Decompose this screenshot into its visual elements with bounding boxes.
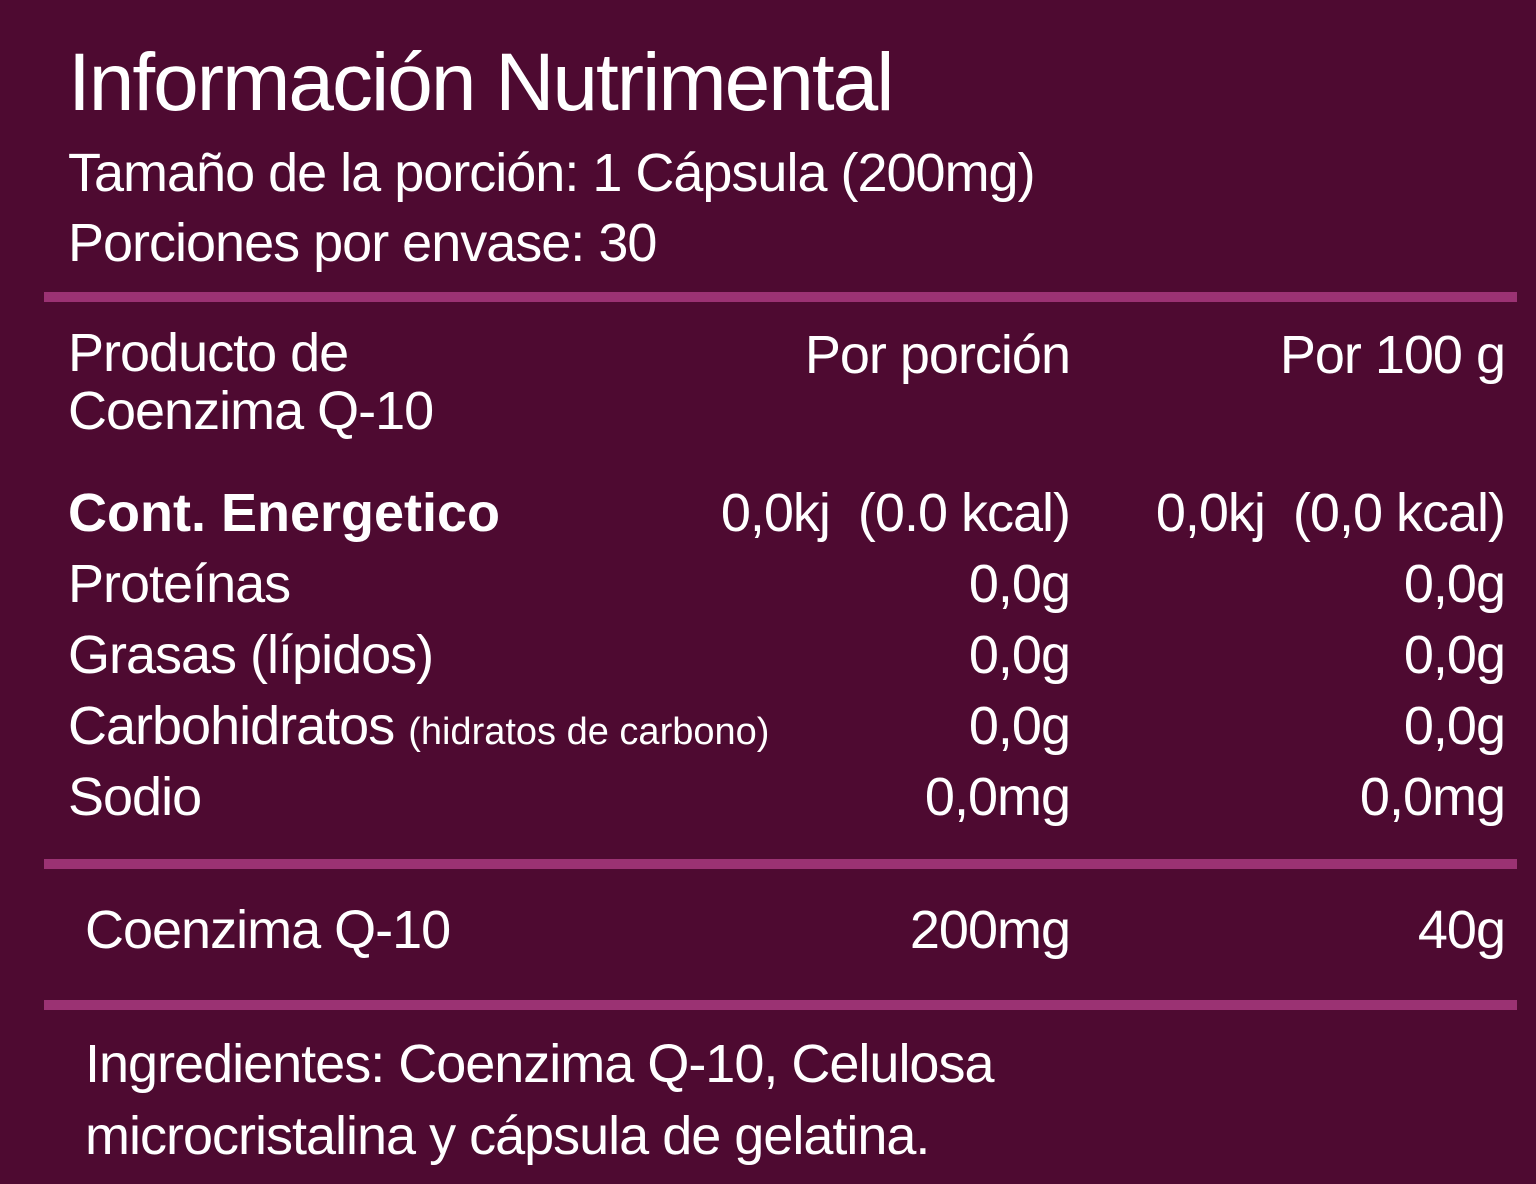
- nutrient-value-per-serving: 0,0g: [968, 696, 1071, 757]
- column-header-per-100g: Por 100 g: [1279, 325, 1506, 386]
- nutrient-table: Cont. Energetico 0,0kj (0.0 kcal) 0,0kj …: [68, 478, 1506, 833]
- nutrient-value-per-100g: 0,0g: [1403, 696, 1506, 757]
- product-name-line2: Coenzima Q-10: [68, 381, 434, 442]
- serving-size-text: Tamaño de la porción: 1 Cápsula (200mg): [68, 143, 1036, 204]
- nutrient-label-sub: (hidratos de carbono): [408, 711, 770, 754]
- divider: [44, 292, 1517, 303]
- nutrient-label-main: Carbohidratos: [68, 696, 395, 757]
- supplement-row: Coenzima Q-10 200mg 40g: [68, 895, 1506, 966]
- product-name: Producto de Coenzima Q-10: [68, 324, 1505, 440]
- nutrient-value-per-serving: 0,0kj (0.0 kcal): [720, 483, 1071, 544]
- nutrient-label: Grasas (lípidos): [68, 625, 434, 686]
- page-title: Información Nutrimental: [68, 37, 894, 128]
- table-row: Proteínas 0,0g 0,0g: [68, 549, 1506, 620]
- nutrient-label: Proteínas: [68, 554, 291, 615]
- nutrient-value-per-serving: 0,0g: [968, 554, 1071, 615]
- product-name-line1: Producto de: [68, 323, 349, 384]
- servings-per-container-text: Porciones por envase: 30: [68, 213, 657, 274]
- table-row: Carbohidratos (hidratos de carbono) 0,0g…: [68, 691, 1506, 762]
- column-header-per-serving: Por porción: [804, 325, 1071, 386]
- supplement-value-per-100g: 40g: [1417, 900, 1506, 961]
- supplement-value-per-serving: 200mg: [909, 900, 1071, 961]
- divider: [44, 1000, 1517, 1011]
- nutrient-value-per-100g: 0,0g: [1403, 625, 1506, 686]
- nutrient-value-per-100g: 0,0g: [1403, 554, 1506, 615]
- nutrient-label: Carbohidratos (hidratos de carbono): [68, 691, 769, 768]
- nutrient-value-per-100g: 0,0mg: [1359, 767, 1506, 828]
- nutrient-label: Cont. Energetico: [68, 483, 501, 544]
- ingredients-text: Ingredientes: Coenzima Q-10, Celulosa mi…: [85, 1034, 995, 1167]
- table-header: Producto de Coenzima Q-10 Por porción Po…: [68, 324, 1506, 442]
- nutrient-value-per-serving: 0,0g: [968, 625, 1071, 686]
- table-row: Cont. Energetico 0,0kj (0.0 kcal) 0,0kj …: [68, 478, 1506, 549]
- serving-info: Tamaño de la porción: 1 Cápsula (200mg) …: [68, 138, 1505, 278]
- table-row: Sodio 0,0mg 0,0mg: [68, 762, 1506, 833]
- table-row: Grasas (lípidos) 0,0g 0,0g: [68, 620, 1506, 691]
- supplement-label: Coenzima Q-10: [85, 900, 451, 961]
- nutrient-label: Sodio: [68, 767, 202, 828]
- nutrient-value-per-serving: 0,0mg: [924, 767, 1071, 828]
- divider: [44, 859, 1517, 870]
- nutrient-value-per-100g: 0,0kj (0,0 kcal): [1155, 483, 1506, 544]
